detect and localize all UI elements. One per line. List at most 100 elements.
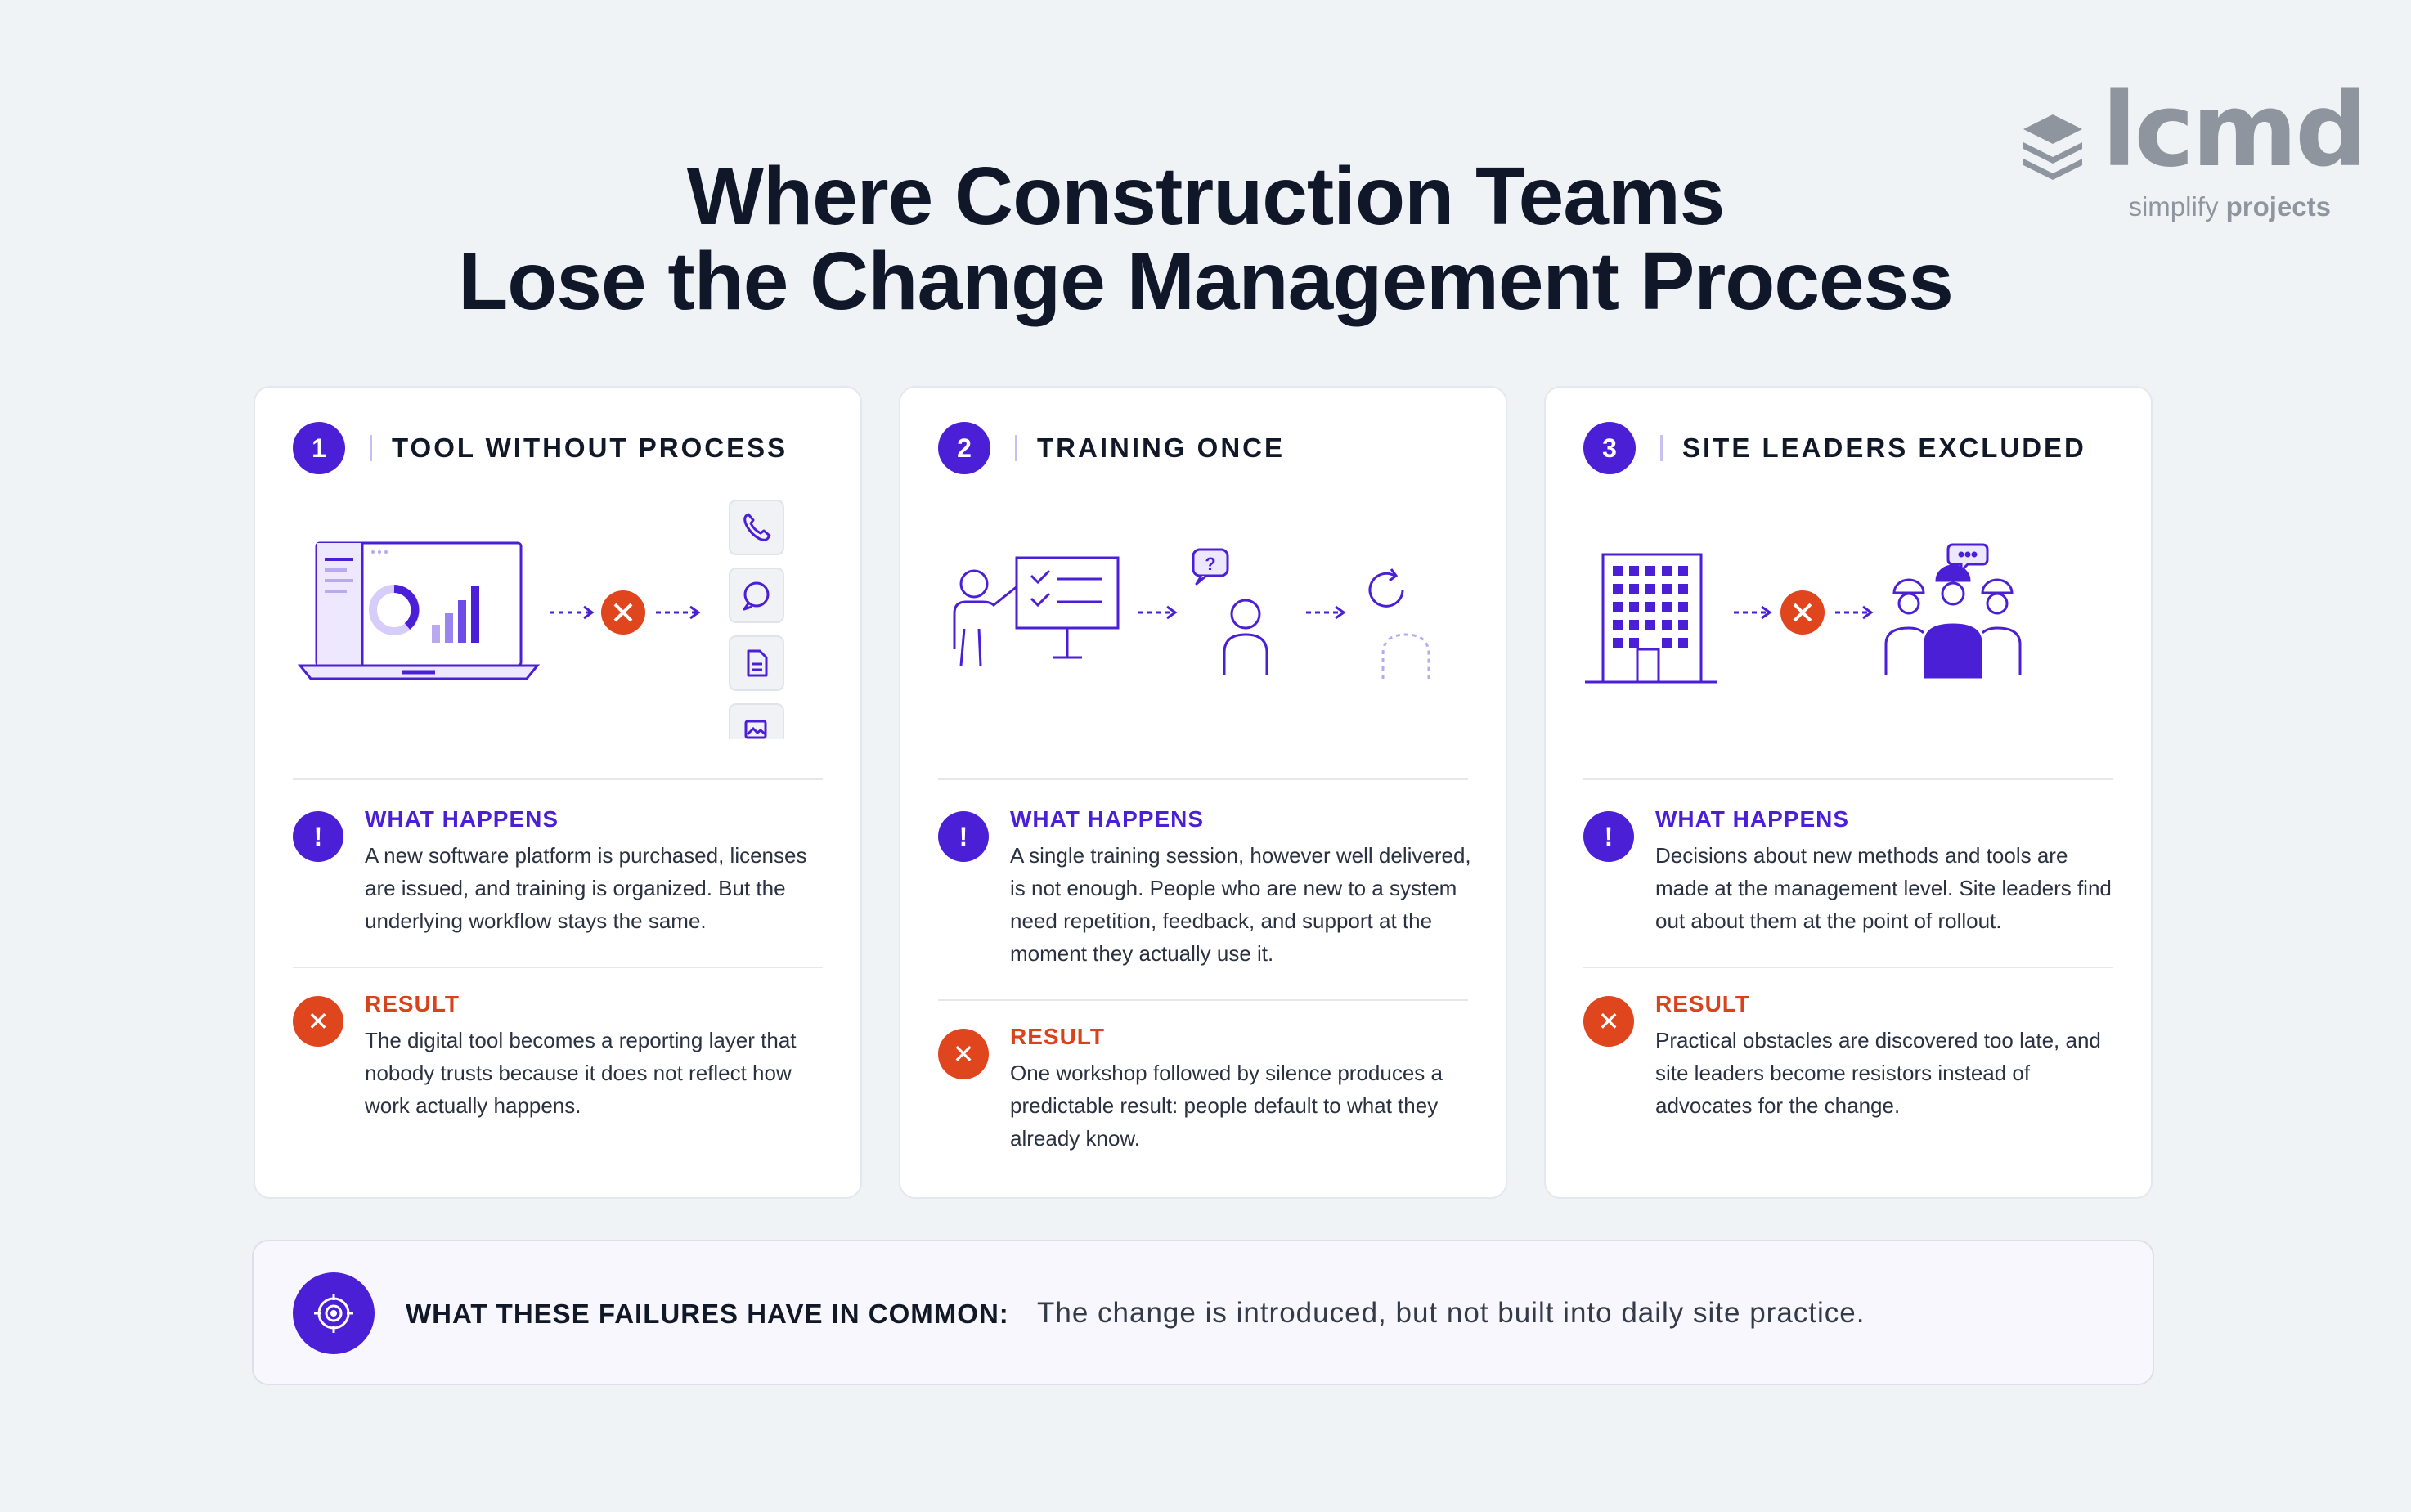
logo-tagline: simplify projects bbox=[2128, 191, 2331, 222]
arrow-1 bbox=[1138, 605, 1178, 620]
what-happens-text: A single training session, however well … bbox=[1010, 843, 1471, 966]
building-windows bbox=[1613, 566, 1688, 648]
layers-icon bbox=[2023, 114, 2082, 180]
x-icon: ✕ bbox=[938, 1029, 989, 1079]
card-divider bbox=[938, 778, 1468, 780]
footer-label: WHAT THESE FAILURES HAVE IN COMMON: bbox=[406, 1299, 1009, 1329]
arrow-1 bbox=[550, 605, 595, 620]
arrow-1 bbox=[1734, 605, 1772, 620]
building-window bbox=[1629, 620, 1639, 630]
card-site-leaders-excluded: 3 SITE LEADERS EXCLUDED bbox=[1544, 386, 2153, 1199]
site-workers-icon bbox=[1884, 543, 2022, 679]
building-window bbox=[1629, 638, 1639, 648]
arrow-2 bbox=[1835, 605, 1874, 620]
building-window bbox=[1662, 638, 1672, 648]
phone-icon bbox=[729, 500, 784, 555]
fading-person-icon bbox=[1368, 568, 1430, 679]
card-number: 2 bbox=[938, 422, 990, 474]
whatsapp-icon bbox=[729, 568, 784, 623]
document-icon bbox=[729, 635, 784, 691]
target-icon bbox=[293, 1272, 375, 1354]
card-divider bbox=[938, 999, 1468, 1001]
card-header: 1 TOOL WITHOUT PROCESS bbox=[293, 422, 788, 474]
illustration-site-leaders bbox=[1585, 543, 2022, 684]
result-text: One workshop followed by silence produce… bbox=[1010, 1061, 1443, 1151]
image-icon bbox=[729, 703, 784, 739]
header-separator bbox=[1015, 435, 1017, 461]
building-window bbox=[1645, 602, 1655, 612]
arrow-2 bbox=[656, 605, 701, 620]
common-failure-banner: WHAT THESE FAILURES HAVE IN COMMON: The … bbox=[252, 1240, 2154, 1385]
arrow-2 bbox=[1306, 605, 1346, 620]
exclamation-icon: ! bbox=[293, 811, 343, 862]
illustration-tool bbox=[297, 500, 784, 739]
result-text: The digital tool becomes a reporting lay… bbox=[365, 1028, 797, 1118]
building-window bbox=[1678, 566, 1688, 576]
building-window bbox=[1613, 602, 1623, 612]
building-window bbox=[1662, 620, 1672, 630]
card-header: 2 TRAINING ONCE bbox=[938, 422, 1285, 474]
illustration-training: ? bbox=[953, 548, 1430, 679]
what-happens-label: WHAT HAPPENS bbox=[365, 806, 559, 832]
building-window bbox=[1629, 566, 1639, 576]
title-line-1: Where Construction Teams bbox=[686, 150, 1726, 242]
building-window bbox=[1613, 566, 1623, 576]
logo-wordmark: lcmd bbox=[2102, 72, 2368, 190]
building-window bbox=[1678, 620, 1688, 630]
laptop-dashboard-icon bbox=[297, 541, 541, 680]
what-happens-text: A new software platform is purchased, li… bbox=[365, 843, 807, 933]
blocked-icon bbox=[601, 590, 645, 635]
card-title: TOOL WITHOUT PROCESS bbox=[392, 433, 788, 463]
card-number: 1 bbox=[293, 422, 345, 474]
tagline-bold: projects bbox=[2225, 191, 2331, 222]
result-label: RESULT bbox=[1655, 991, 1750, 1016]
what-happens-label: WHAT HAPPENS bbox=[1010, 806, 1205, 832]
building-window bbox=[1613, 620, 1623, 630]
x-icon: ✕ bbox=[1583, 996, 1634, 1047]
trainer-board-icon bbox=[953, 556, 1120, 666]
exclamation-icon: ! bbox=[938, 811, 989, 862]
blocked-icon bbox=[1780, 590, 1825, 635]
brand-logo: lcmd simplify projects bbox=[2020, 80, 2368, 227]
question-person-icon: ? bbox=[1192, 548, 1268, 675]
building-window bbox=[1629, 602, 1639, 612]
card-tool-without-process: 1 TOOL WITHOUT PROCESS bbox=[254, 386, 862, 1199]
building-window bbox=[1662, 602, 1672, 612]
card-divider bbox=[293, 778, 823, 780]
building-window bbox=[1678, 638, 1688, 648]
exclamation-icon: ! bbox=[1583, 811, 1634, 862]
page-title: Where Construction Teams Lose the Change… bbox=[0, 154, 2411, 324]
what-happens-text: Decisions about new methods and tools ar… bbox=[1655, 843, 2112, 933]
footer-text: The change is introduced, but not built … bbox=[1037, 1297, 1865, 1329]
app-icons bbox=[729, 500, 784, 739]
tagline-light: simplify bbox=[2128, 191, 2226, 222]
card-divider bbox=[1583, 967, 2113, 968]
x-icon: ✕ bbox=[293, 996, 343, 1047]
header-separator bbox=[370, 435, 372, 461]
building-window bbox=[1678, 584, 1688, 594]
title-line-2: Lose the Change Management Process bbox=[458, 236, 1954, 327]
card-number: 3 bbox=[1583, 422, 1636, 474]
building-window bbox=[1613, 638, 1623, 648]
card-divider bbox=[293, 967, 823, 968]
what-happens-label: WHAT HAPPENS bbox=[1655, 806, 1850, 832]
card-title: SITE LEADERS EXCLUDED bbox=[1682, 433, 2086, 463]
svg-text:?: ? bbox=[1205, 554, 1215, 574]
card-title: TRAINING ONCE bbox=[1037, 433, 1285, 463]
result-label: RESULT bbox=[365, 991, 460, 1016]
result-text: Practical obstacles are discovered too l… bbox=[1655, 1028, 2101, 1118]
header-separator bbox=[1660, 435, 1663, 461]
building-window bbox=[1645, 566, 1655, 576]
building-window bbox=[1645, 620, 1655, 630]
result-label: RESULT bbox=[1010, 1024, 1105, 1049]
card-divider bbox=[1583, 778, 2113, 780]
card-header: 3 SITE LEADERS EXCLUDED bbox=[1583, 422, 2086, 474]
building-window bbox=[1678, 602, 1688, 612]
building-window bbox=[1645, 584, 1655, 594]
building-window bbox=[1662, 584, 1672, 594]
card-training-once: 2 TRAINING ONCE ? bbox=[899, 386, 1507, 1199]
office-building-icon bbox=[1585, 553, 1717, 684]
building-window bbox=[1662, 566, 1672, 576]
building-window bbox=[1613, 584, 1623, 594]
building-window bbox=[1629, 584, 1639, 594]
